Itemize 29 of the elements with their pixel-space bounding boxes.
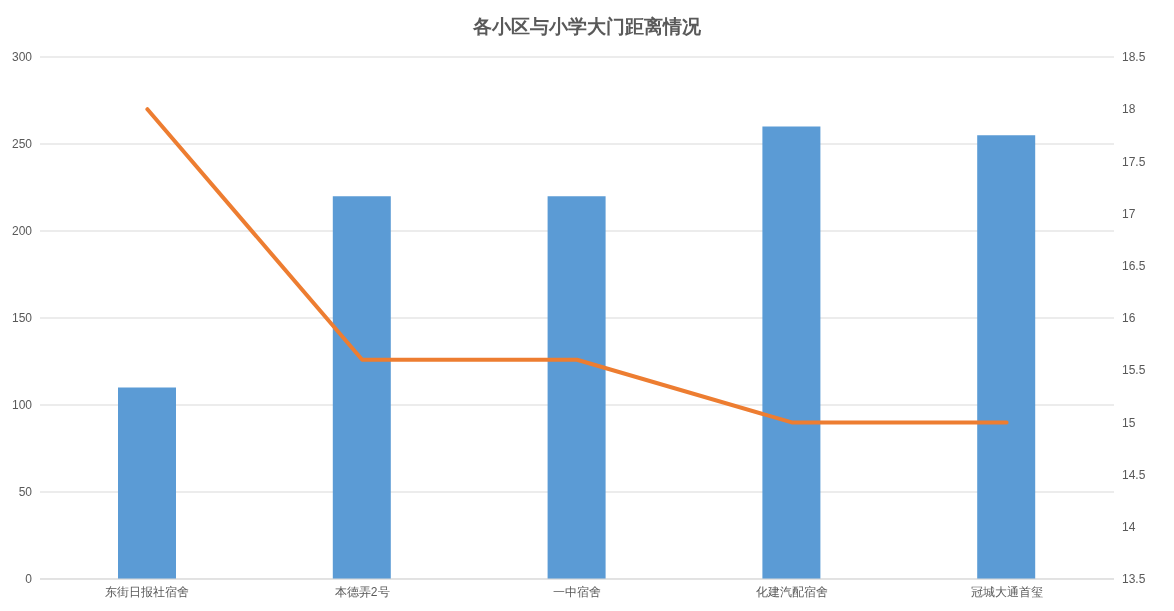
x-tick-label: 本德弄2号 (334, 584, 390, 599)
bar (977, 135, 1036, 579)
y-tick-label: 0 (25, 572, 33, 587)
y-tick-label: 100 (11, 398, 33, 413)
bar (332, 196, 391, 579)
y2-tick-label: 14 (1122, 520, 1136, 535)
y2-tick-label: 15 (1122, 415, 1136, 430)
y2-tick-label: 16 (1122, 311, 1136, 326)
x-tick-label: 冠城大通首玺 (970, 584, 1043, 599)
y2-tick-label: 13.5 (1122, 572, 1146, 587)
y2-tick-label: 18 (1122, 102, 1136, 117)
x-tick-label: 一中宿舍 (553, 584, 601, 599)
y-tick-label: 300 (11, 50, 33, 65)
bar (118, 387, 176, 579)
y2-tick-label: 17.5 (1122, 154, 1146, 169)
y2-tick-label: 15.5 (1122, 363, 1146, 378)
y2-tick-label: 16.5 (1122, 259, 1146, 274)
bar (762, 126, 821, 579)
chart-title: 各小区与小学大门距离情况 (472, 15, 702, 39)
y-tick-label: 250 (11, 137, 33, 152)
y-tick-label: 50 (18, 485, 33, 500)
y2-tick-label: 18.5 (1122, 50, 1146, 65)
y-tick-label: 150 (11, 311, 33, 326)
y2-tick-label: 14.5 (1122, 467, 1146, 482)
x-tick-label: 化建汽配宿舍 (755, 584, 828, 599)
x-tick-label: 东街日报社宿舍 (105, 584, 190, 599)
y-tick-label: 200 (11, 224, 33, 239)
bar (547, 196, 606, 579)
y2-tick-label: 17 (1122, 206, 1136, 221)
